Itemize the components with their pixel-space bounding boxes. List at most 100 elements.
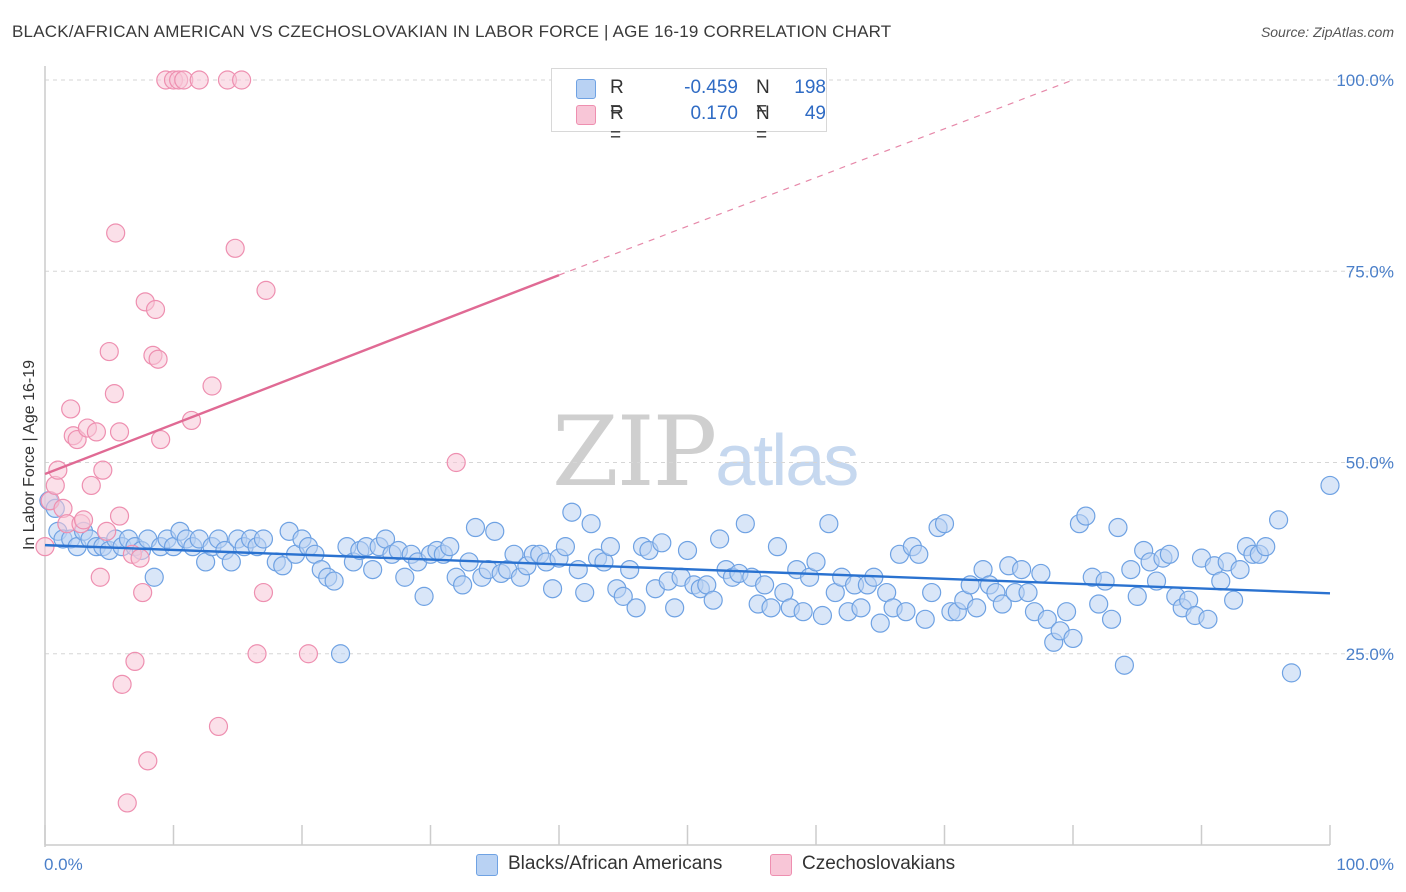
- point-blacks: [613, 586, 633, 606]
- watermark: ZIPatlas: [552, 396, 859, 508]
- point-czech: [99, 341, 119, 362]
- point-blacks: [253, 529, 274, 549]
- point-czech: [81, 475, 101, 496]
- point-czech: [225, 238, 245, 258]
- point-czech: [61, 399, 81, 419]
- legend: R = -0.459 N = 198 R = 0.170 N = 49: [551, 68, 827, 146]
- point-blacks: [363, 559, 383, 580]
- source-label: Source: ZipAtlas.com: [1260, 24, 1394, 40]
- bottom-legend-swatch-blue: [476, 854, 498, 876]
- watermark-zip: ZIP: [552, 396, 717, 508]
- point-blacks: [665, 598, 685, 618]
- y-tick-label: 100.0%: [1336, 71, 1394, 90]
- point-blacks: [1114, 655, 1135, 675]
- point-czech: [138, 751, 158, 771]
- point-blacks: [395, 567, 415, 587]
- point-czech: [256, 280, 276, 300]
- point-blacks: [851, 598, 871, 618]
- point-blacks: [440, 537, 460, 557]
- point-blacks: [806, 552, 826, 572]
- point-czech: [97, 521, 117, 541]
- point-blacks: [710, 529, 730, 549]
- point-czech: [189, 70, 209, 90]
- point-blacks: [1281, 663, 1302, 683]
- point-blacks: [581, 514, 601, 534]
- x-tick-label-max: 100.0%: [1336, 855, 1394, 874]
- legend-swatch-blue: [576, 79, 596, 99]
- point-blacks: [1121, 559, 1141, 580]
- point-blacks: [1256, 537, 1276, 557]
- point-czech: [247, 644, 267, 664]
- point-czech: [104, 384, 124, 404]
- point-czech: [202, 376, 222, 396]
- point-blacks: [1095, 571, 1115, 591]
- point-blacks: [1018, 582, 1038, 603]
- legend-r-value: 0.170: [690, 103, 738, 124]
- x-tick-label-min: 0.0%: [44, 855, 83, 874]
- point-czech: [133, 582, 153, 603]
- point-blacks: [1011, 559, 1032, 580]
- point-blacks: [575, 582, 595, 603]
- point-blacks: [1037, 609, 1057, 629]
- legend-n-value: 198: [794, 77, 826, 98]
- bottom-legend-swatch-pink: [770, 854, 792, 876]
- point-blacks: [735, 514, 755, 534]
- point-czech: [90, 567, 110, 587]
- point-czech: [232, 70, 252, 90]
- point-blacks: [677, 540, 698, 561]
- legend-swatch-pink: [576, 105, 596, 125]
- point-blacks: [812, 605, 833, 626]
- point-blacks: [324, 571, 344, 591]
- point-blacks: [1108, 517, 1128, 538]
- point-blacks: [1198, 609, 1218, 629]
- point-czech: [298, 644, 319, 664]
- point-blacks: [819, 514, 839, 534]
- point-blacks: [793, 602, 813, 622]
- legend-n-value: 49: [804, 103, 826, 124]
- point-czech: [112, 674, 132, 694]
- point-blacks: [1230, 559, 1250, 580]
- legend-r-label: R =: [610, 103, 624, 146]
- point-blacks: [414, 586, 434, 606]
- point-czech: [148, 349, 168, 369]
- point-blacks: [909, 544, 929, 564]
- point-blacks: [542, 579, 563, 599]
- point-blacks: [922, 582, 942, 603]
- legend-r-value: -0.459: [684, 77, 738, 98]
- point-czech: [35, 537, 55, 557]
- point-blacks: [273, 556, 293, 576]
- y-axis-label: In Labor Force | Age 16-19: [21, 360, 38, 550]
- point-blacks: [1076, 506, 1096, 526]
- y-tick-label: 75.0%: [1346, 262, 1394, 281]
- point-czech: [125, 651, 145, 672]
- trend-line-dashed-czech: [558, 79, 1074, 276]
- point-blacks: [754, 575, 775, 595]
- point-blacks: [1224, 590, 1244, 610]
- bottom-legend-label: Blacks/African Americans: [508, 853, 723, 874]
- y-tick-label: 25.0%: [1346, 645, 1394, 664]
- point-blacks: [967, 598, 987, 618]
- bottom-legend-label: Czechoslovakians: [802, 853, 956, 874]
- point-czech: [93, 460, 113, 480]
- point-blacks: [1320, 475, 1340, 496]
- point-czech: [109, 422, 130, 442]
- point-blacks: [1089, 594, 1109, 614]
- point-blacks: [626, 598, 646, 618]
- chart-title: BLACK/AFRICAN AMERICAN VS CZECHOSLOVAKIA…: [12, 22, 892, 41]
- point-blacks: [465, 517, 486, 538]
- point-blacks: [761, 598, 781, 618]
- point-blacks: [1056, 602, 1077, 622]
- point-blacks: [915, 609, 935, 629]
- point-blacks: [1159, 544, 1179, 564]
- point-czech: [130, 548, 150, 568]
- point-czech: [145, 299, 166, 320]
- point-blacks: [1127, 586, 1147, 606]
- point-blacks: [870, 613, 890, 633]
- point-blacks: [1211, 571, 1231, 591]
- point-czech: [109, 506, 130, 526]
- point-blacks: [144, 567, 164, 587]
- point-czech: [106, 223, 126, 243]
- point-blacks: [330, 644, 351, 664]
- point-blacks: [1101, 609, 1122, 629]
